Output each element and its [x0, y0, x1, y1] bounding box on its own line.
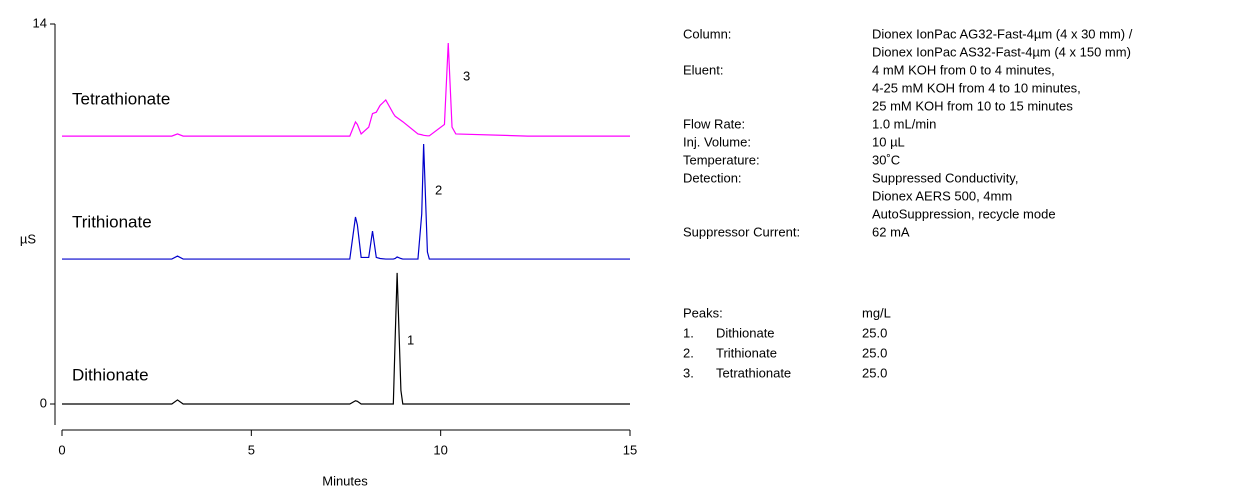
- y-tick-label: 0: [40, 395, 47, 410]
- condition-value: 1.0 mL/min: [872, 116, 936, 131]
- y-axis-label: µS: [20, 231, 36, 246]
- condition-value: 4 mM KOH from 0 to 4 minutes,: [872, 62, 1055, 77]
- peak-name: Dithionate: [716, 325, 775, 340]
- condition-value: AutoSuppression, recycle mode: [872, 206, 1056, 221]
- trace: [62, 42, 630, 137]
- peak-number: 1.: [683, 325, 694, 340]
- condition-label: Suppressor Current:: [683, 224, 800, 239]
- trace: [62, 272, 630, 405]
- peak-amount: 25.0: [862, 345, 887, 360]
- condition-value: Dionex IonPac AG32-Fast-4µm (4 x 30 mm) …: [872, 26, 1133, 41]
- condition-label: Temperature:: [683, 152, 760, 167]
- x-tick-label: 5: [248, 442, 255, 457]
- x-tick-label: 0: [58, 442, 65, 457]
- condition-value: 25 mM KOH from 10 to 15 minutes: [872, 98, 1073, 113]
- trace: [62, 143, 630, 260]
- condition-value: Dionex AERS 500, 4mm: [872, 188, 1012, 203]
- peak-amount: 25.0: [862, 325, 887, 340]
- peaks-header: mg/L: [862, 305, 891, 320]
- peak-label: 2: [435, 182, 442, 197]
- peak-name: Tetrathionate: [716, 365, 791, 380]
- peak-number: 3.: [683, 365, 694, 380]
- x-tick-label: 10: [433, 442, 447, 457]
- peak-label: 3: [463, 68, 470, 83]
- x-tick-label: 15: [623, 442, 637, 457]
- condition-value: 62 mA: [872, 224, 910, 239]
- trace-label: Dithionate: [72, 365, 149, 384]
- trace-label: Trithionate: [72, 212, 152, 231]
- condition-label: Column:: [683, 26, 731, 41]
- peak-amount: 25.0: [862, 365, 887, 380]
- condition-value: Suppressed Conductivity,: [872, 170, 1018, 185]
- trace-label: Tetrathionate: [72, 89, 170, 108]
- condition-label: Flow Rate:: [683, 116, 745, 131]
- condition-value: 10 µL: [872, 134, 905, 149]
- peak-name: Trithionate: [716, 345, 777, 360]
- peak-label: 1: [407, 332, 414, 347]
- condition-label: Detection:: [683, 170, 742, 185]
- condition-label: Inj. Volume:: [683, 134, 751, 149]
- condition-value: 30˚C: [872, 152, 900, 167]
- peak-number: 2.: [683, 345, 694, 360]
- peaks-header: Peaks:: [683, 305, 723, 320]
- y-tick-label: 14: [33, 15, 47, 30]
- x-axis-label: Minutes: [322, 473, 368, 488]
- condition-value: 4-25 mM KOH from 4 to 10 minutes,: [872, 80, 1081, 95]
- condition-label: Eluent:: [683, 62, 723, 77]
- condition-value: Dionex IonPac AS32-Fast-4µm (4 x 150 mm): [872, 44, 1131, 59]
